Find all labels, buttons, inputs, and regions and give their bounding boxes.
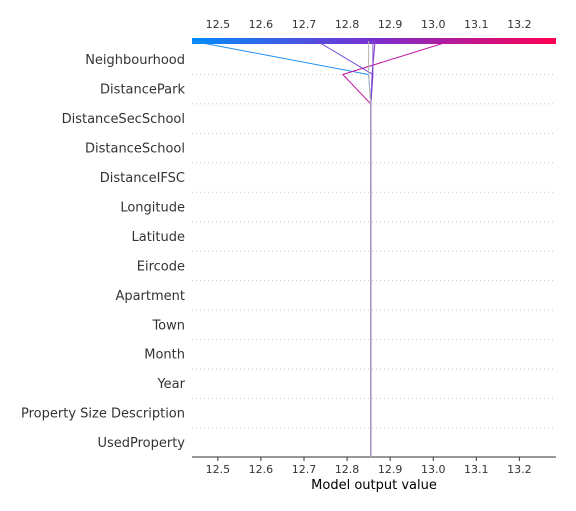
x-tick-label: 13.0 bbox=[421, 463, 446, 476]
feature-label: Apartment bbox=[115, 289, 185, 304]
decision-line-1 bbox=[191, 40, 372, 458]
x-tick-label-top: 12.6 bbox=[249, 18, 274, 31]
x-tick-label: 12.7 bbox=[292, 463, 317, 476]
feature-label: DistanceIFSC bbox=[100, 171, 185, 186]
feature-label: DistanceSecSchool bbox=[62, 112, 185, 127]
x-tick-label-top: 13.2 bbox=[507, 18, 532, 31]
x-tick-label-top: 12.9 bbox=[378, 18, 403, 31]
feature-labels: Neighbourhood DistancePark DistanceSecScho… bbox=[21, 53, 186, 451]
feature-label: Property Size Description bbox=[21, 407, 185, 422]
x-tick-label: 12.8 bbox=[335, 463, 360, 476]
x-tick-label-top: 13.1 bbox=[464, 18, 489, 31]
feature-label: Neighbourhood bbox=[85, 53, 185, 68]
feature-label: Latitude bbox=[131, 230, 185, 245]
x-tick-label-top: 12.7 bbox=[292, 18, 317, 31]
x-tick-label: 12.9 bbox=[378, 463, 403, 476]
grid-lines bbox=[192, 73, 556, 458]
feature-label: Longitude bbox=[120, 200, 185, 215]
x-tick-label-top: 12.8 bbox=[335, 18, 360, 31]
decision-line-6 bbox=[368, 41, 372, 458]
x-tick-label-top: 13.0 bbox=[421, 18, 446, 31]
output-colorbar bbox=[192, 38, 556, 44]
feature-label: Town bbox=[151, 318, 185, 333]
x-tick-label: 12.6 bbox=[249, 463, 274, 476]
feature-label: Month bbox=[144, 348, 185, 363]
x-tick-label: 13.1 bbox=[464, 463, 489, 476]
x-axis-label: Model output value bbox=[311, 478, 437, 493]
feature-label: UsedProperty bbox=[97, 436, 185, 451]
feature-label: DistanceSchool bbox=[85, 142, 185, 157]
x-tick-label-top: 12.5 bbox=[206, 18, 231, 31]
x-tick-label: 13.2 bbox=[507, 463, 532, 476]
decision-lines bbox=[191, 40, 451, 458]
x-tick-label: 12.5 bbox=[206, 463, 231, 476]
feature-label: Eircode bbox=[137, 259, 185, 274]
feature-label: DistancePark bbox=[100, 83, 185, 98]
feature-label: Year bbox=[156, 377, 185, 392]
x-axis: 12.5 12.5 12.6 12.6 12.7 12.7 12.8 12.8 12.9 12.9… bbox=[192, 18, 556, 476]
